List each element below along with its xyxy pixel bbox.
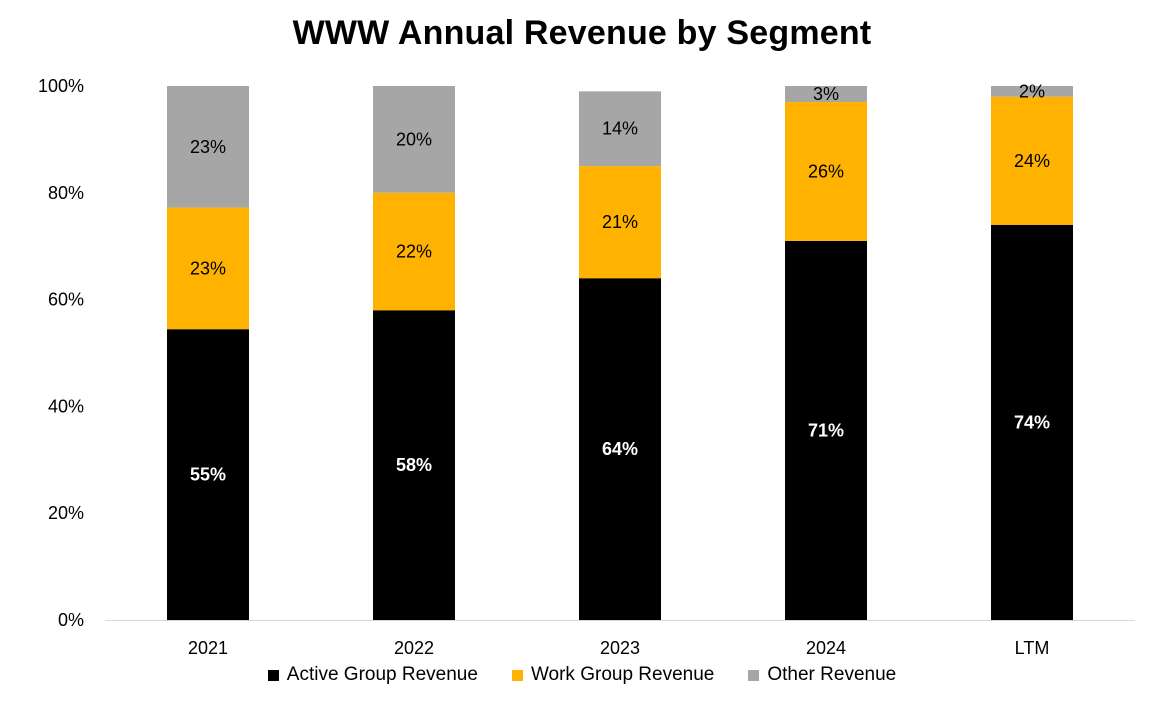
bar-segment <box>785 102 867 241</box>
data-label: 74% <box>1014 412 1050 432</box>
legend-label: Active Group Revenue <box>286 664 478 685</box>
bar-segment <box>991 96 1073 225</box>
y-tick-label: 80% <box>48 183 84 203</box>
data-label: 3% <box>813 84 839 104</box>
bar-segment <box>785 240 867 621</box>
y-axis: 0% 20% 40% 60% 80% 100% <box>38 76 84 630</box>
legend: Active Group Revenue Work Group Revenue Ot… <box>0 664 1164 686</box>
data-label: 55% <box>190 465 226 485</box>
bar-segment <box>579 91 661 167</box>
legend-swatch <box>511 669 523 681</box>
data-label: 23% <box>190 258 226 278</box>
data-label: 64% <box>602 439 638 459</box>
legend-label: Other Revenue <box>767 664 897 685</box>
bar-segment <box>373 86 455 193</box>
bar-segment <box>579 166 661 279</box>
x-axis: 2021 2022 2023 2024 LTM <box>188 638 1049 658</box>
bar-segment <box>167 329 249 620</box>
bar-layer: 55% 23% 23% 58% 22% 20% 64% 21% 14% 71% 26% 3% 74% 24… <box>167 81 1073 621</box>
x-tick-label: 2022 <box>394 638 434 658</box>
data-label: 20% <box>396 129 432 149</box>
data-label: 26% <box>808 161 844 181</box>
legend-swatch <box>748 669 760 681</box>
bar-segment <box>991 86 1073 97</box>
data-label: 21% <box>602 212 638 232</box>
data-label: 2% <box>1019 81 1045 101</box>
y-tick-label: 100% <box>38 76 84 96</box>
bar-segment <box>373 192 455 311</box>
y-tick-label: 20% <box>48 503 84 523</box>
data-label: 22% <box>396 242 432 262</box>
chart-title: WWW Annual Revenue by Segment <box>292 14 872 52</box>
y-tick-label: 40% <box>48 396 84 416</box>
x-tick-label: LTM <box>1015 638 1050 658</box>
legend-item: Other Revenue <box>748 664 896 686</box>
legend-item: Work Group Revenue <box>511 664 715 686</box>
y-tick-label: 60% <box>48 290 84 310</box>
legend-label: Work Group Revenue <box>530 664 715 685</box>
y-tick-label: 0% <box>58 610 84 630</box>
bar-segment <box>579 278 661 620</box>
data-label: 14% <box>602 119 638 139</box>
bar-segment <box>167 86 249 208</box>
bar-segment <box>167 207 249 330</box>
bar-segment <box>991 224 1073 620</box>
x-tick-label: 2021 <box>188 638 228 658</box>
data-label: 24% <box>1014 151 1050 171</box>
legend-item: Active Group Revenue <box>267 664 478 686</box>
data-label: 58% <box>396 455 432 475</box>
data-label: 23% <box>190 137 226 157</box>
x-tick-label: 2023 <box>600 638 640 658</box>
x-tick-label: 2024 <box>806 638 846 658</box>
bar-segment <box>373 310 455 620</box>
data-label: 71% <box>808 420 844 440</box>
bar-segment <box>785 86 867 103</box>
legend-swatch <box>267 669 279 681</box>
